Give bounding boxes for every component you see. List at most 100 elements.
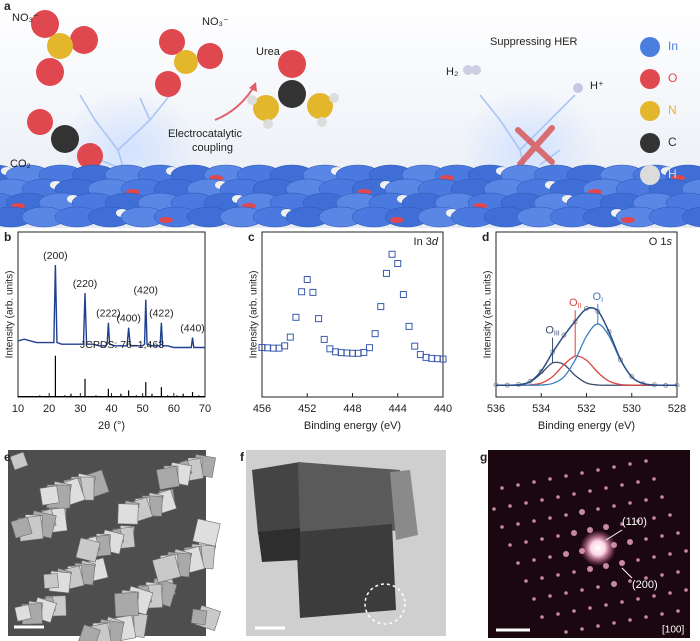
cube (9, 451, 29, 471)
particle (258, 528, 300, 562)
data-point (303, 276, 311, 284)
x-tick-label: 452 (298, 403, 316, 415)
data-point (388, 250, 396, 258)
cube (14, 604, 32, 622)
spot (556, 495, 560, 499)
spot (500, 525, 504, 529)
x-tick-label: 20 (43, 403, 55, 415)
spot (636, 597, 640, 601)
annotation-text: In 3 (414, 236, 432, 248)
cube (152, 554, 181, 583)
data-point (264, 344, 272, 352)
spot (620, 522, 624, 526)
data-point (377, 303, 385, 311)
data-line (17, 264, 205, 349)
spot (500, 486, 504, 490)
legend-marker (640, 165, 660, 185)
surface-o (621, 217, 635, 223)
data-point (309, 288, 317, 296)
molecule-label: H₂ (446, 66, 458, 78)
x-axis-label: Binding energy (eV) (304, 420, 401, 432)
spot (564, 513, 568, 517)
panel-g: (110) (200) [100] g (480, 450, 690, 638)
data-point (292, 313, 300, 321)
spot (532, 558, 536, 562)
data-point (561, 332, 567, 338)
component-curve (496, 323, 678, 386)
data-point (629, 373, 635, 379)
cube (39, 485, 60, 506)
x-tick-label: 10 (12, 403, 24, 415)
spot (540, 498, 544, 502)
annotation: In 3d (414, 236, 439, 248)
molecule-label: CO₂ (10, 158, 31, 170)
data-point (349, 349, 356, 357)
spot (603, 524, 609, 530)
component-label: OIII (545, 324, 559, 337)
data-point (439, 355, 447, 363)
spot (668, 513, 672, 517)
spot (596, 624, 600, 628)
panel-label: d (482, 230, 489, 244)
spot (644, 576, 648, 580)
data-point (326, 345, 334, 353)
component-label-main: O (545, 324, 554, 336)
x-tick-label: 444 (389, 403, 407, 415)
spot (548, 555, 552, 559)
spot (676, 570, 680, 574)
panel-label: b (4, 230, 11, 244)
data-point (433, 355, 441, 363)
spot (524, 540, 528, 544)
spot (619, 560, 625, 566)
spot (636, 480, 640, 484)
data-point (360, 348, 368, 356)
component-curve (496, 355, 677, 386)
x-tick-label: 30 (74, 403, 86, 415)
spot (516, 483, 520, 487)
spot (611, 581, 617, 587)
cubes (9, 451, 221, 641)
data-point (286, 333, 294, 341)
spot (612, 465, 616, 469)
arrow-head (249, 82, 257, 92)
spot (644, 537, 648, 541)
data-point (281, 342, 289, 350)
spot (652, 594, 656, 598)
plot-frame (261, 231, 444, 398)
surface-o (159, 217, 173, 223)
data-point (275, 344, 283, 352)
panel-e: e (4, 450, 221, 641)
y-axis-label: Intensity (arb. units) (249, 271, 260, 359)
envelope-curve (495, 307, 678, 386)
legend-label: In (668, 39, 678, 53)
component-label-sub: II (578, 303, 582, 310)
spot (620, 600, 624, 604)
component-label-main: O (569, 297, 578, 309)
data-point (337, 349, 345, 357)
particle (296, 524, 396, 618)
spot (652, 516, 656, 520)
molecule-label: Urea (256, 46, 281, 58)
spot (572, 570, 576, 574)
spot (564, 591, 568, 595)
spot (563, 551, 569, 557)
spot (564, 630, 568, 634)
data-point (428, 354, 436, 362)
cube (192, 518, 221, 547)
central-beam (580, 530, 616, 566)
data-point (411, 342, 419, 350)
peak-label: (400) (116, 312, 141, 324)
arrow (605, 529, 623, 541)
cube (190, 608, 208, 626)
x-tick-label: 456 (253, 403, 271, 415)
spot (644, 498, 648, 502)
plot-frame (495, 231, 678, 398)
x-tick-label: 440 (434, 403, 452, 415)
zone-label: [100] (662, 625, 684, 636)
urea-molecule (247, 50, 339, 129)
data-point (269, 344, 277, 352)
x-tick-label: 448 (343, 403, 361, 415)
spot (540, 576, 544, 580)
component-label: OI (593, 291, 604, 304)
particle (252, 462, 300, 534)
